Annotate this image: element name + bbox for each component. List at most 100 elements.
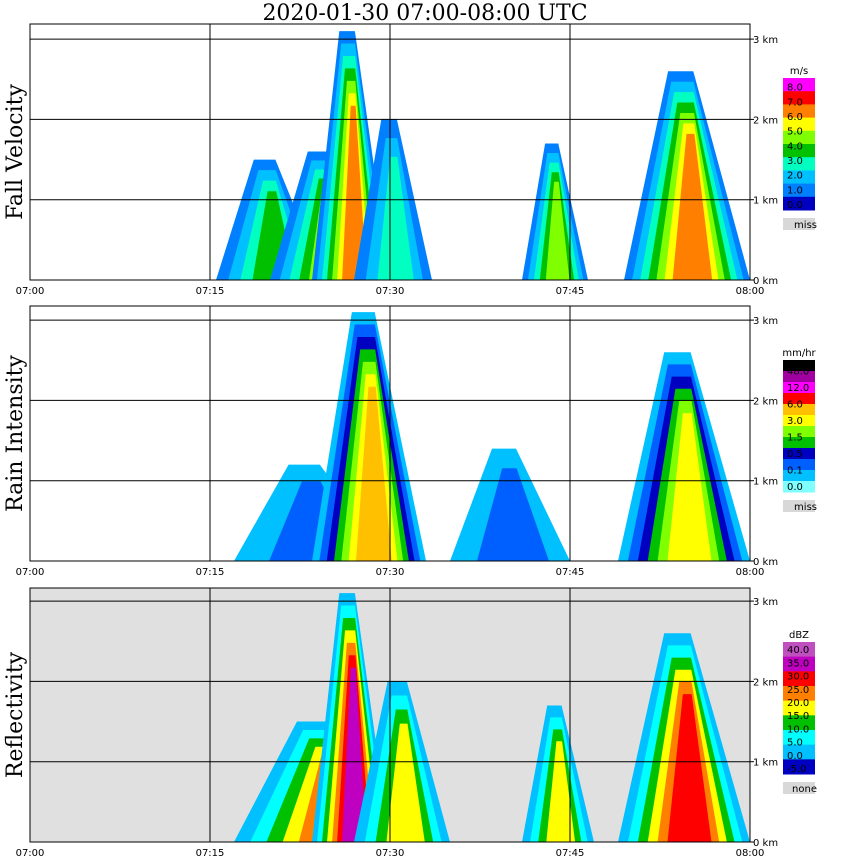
colorbar-swatch [783, 371, 815, 383]
x-tick-label: 08:00 [736, 567, 765, 578]
colorbar-missing-swatch [783, 218, 815, 230]
x-tick-label: 07:30 [376, 286, 405, 297]
colorbar-label: 20.0 [787, 698, 809, 709]
x-tick-label: 07:15 [196, 567, 225, 578]
colorbar-label: 35.0 [787, 658, 809, 669]
colorbar-swatch [783, 700, 815, 716]
x-tick-label: 07:00 [16, 286, 45, 297]
colorbar-label: 25.0 [787, 685, 809, 696]
colorbar-swatch [783, 91, 815, 105]
y-tick-label: 0 km [753, 838, 778, 849]
colorbar-label: 30.0 [787, 672, 809, 683]
colorbar-label: 0.0 [787, 200, 803, 211]
colorbar-swatch [783, 426, 815, 438]
colorbar-label: 0.5 [787, 449, 803, 460]
colorbar-swatch [783, 642, 815, 658]
y-tick-label: 2 km [753, 396, 778, 407]
x-tick-label: 07:45 [556, 567, 585, 578]
colorbar-label: 0.1 [787, 466, 803, 477]
plot-frame [29, 305, 751, 562]
x-tick-label: 07:15 [196, 286, 225, 297]
colorbar-swatch [783, 448, 815, 460]
colorbar-label: 3.0 [787, 156, 803, 167]
colorbar-label: 5.0 [787, 738, 803, 749]
colorbar-label: 15.0 [787, 711, 809, 722]
colorbar-label: 48.0 [787, 367, 809, 378]
y-tick-label: 2 km [753, 677, 778, 688]
colorbar-missing-label: none [792, 784, 817, 795]
colorbar-swatch [783, 715, 815, 731]
x-tick-label: 08:00 [736, 848, 765, 859]
colorbar-label: 1.5 [787, 433, 803, 444]
colorbar-swatch [783, 671, 815, 687]
colorbar-missing-label: miss [794, 502, 817, 513]
y-tick-label: 1 km [753, 196, 778, 207]
colorbar-label: 2.0 [787, 171, 803, 182]
colorbar-label: 1.0 [787, 185, 803, 196]
colorbar-swatch [783, 104, 815, 119]
x-tick-label: 08:00 [736, 286, 765, 297]
colorbar-swatch [783, 78, 815, 92]
panel-2: 07:00 07:15 07:30 07:45 08:000 km 1 km 2 km 3 k… [3, 305, 817, 578]
colorbar-swatch [783, 459, 815, 471]
colorbar-swatch [783, 470, 815, 482]
colorbar-swatch [783, 404, 815, 416]
y-tick-label: 1 km [753, 758, 778, 769]
colorbar-swatch [783, 437, 815, 449]
colorbar-label: 40.0 [787, 645, 809, 656]
colorbar-swatch [783, 144, 815, 158]
echo-2-layer-7 [342, 667, 367, 842]
colorbar-swatch [783, 744, 815, 760]
colorbar-swatch [783, 183, 815, 198]
x-tick-label: 07:45 [556, 286, 585, 297]
colorbar-label: 7.0 [787, 97, 803, 108]
colorbar-swatch [783, 656, 815, 672]
y-tick-label: 0 km [753, 557, 778, 568]
colorbar-label: 4.0 [787, 141, 803, 152]
colorbar-unit: m/s [790, 66, 808, 77]
echo-4-layer-6 [667, 413, 712, 561]
colorbar-label: 10.0 [787, 724, 809, 735]
y-tick-label: 2 km [753, 115, 778, 126]
colorbar-missing-swatch [783, 782, 815, 794]
colorbar-swatch [783, 196, 815, 211]
echo-5-layer-5 [545, 181, 570, 280]
y-axis-label: Rain Intensity [3, 354, 28, 511]
colorbar-label: 8.0 [787, 83, 803, 94]
colorbar-swatch [783, 730, 815, 746]
echo-3-layer-7 [342, 105, 367, 280]
colorbar-swatch [783, 686, 815, 702]
x-tick-label: 07:15 [196, 848, 225, 859]
colorbar-label: 3.0 [787, 416, 803, 427]
colorbar-label: 12.0 [787, 383, 809, 394]
colorbar-swatch [783, 117, 815, 132]
page-title: 2020-01-30 07:00-08:00 UTC [262, 1, 588, 26]
colorbar-label: 6.0 [787, 400, 803, 411]
colorbar-swatch [783, 415, 815, 427]
colorbar-label: -5.0 [787, 764, 807, 775]
y-tick-label: 1 km [753, 477, 778, 488]
echo-6-layer-7 [672, 133, 713, 280]
x-tick-label: 07:30 [376, 848, 405, 859]
colorbar-label: 5.0 [787, 127, 803, 138]
colorbar-unit: mm/hr [782, 348, 816, 359]
plot-frame [29, 23, 751, 281]
x-tick-label: 07:00 [16, 848, 45, 859]
echo-4-layer-4 [546, 741, 576, 842]
plot-frame [29, 587, 751, 843]
colorbar-swatch [783, 481, 815, 493]
echo-4-layer-3 [377, 156, 414, 280]
echo-5-layer-6 [667, 694, 712, 842]
panel-3: 07:00 07:15 07:30 07:45 08:000 km 1 km 2 km 3 k… [3, 587, 817, 859]
colorbar-missing-swatch [783, 500, 815, 512]
y-tick-label: 3 km [753, 316, 778, 327]
panel-1: 07:00 07:15 07:30 07:45 08:000 km 1 km 2 km 3 k… [3, 23, 817, 297]
colorbar-swatch [783, 382, 815, 394]
colorbar-label: 6.0 [787, 112, 803, 123]
y-axis-label: Fall Velocity [3, 84, 28, 220]
colorbar-label: 0.0 [787, 482, 803, 493]
y-tick-label: 0 km [753, 276, 778, 287]
colorbar-swatch [783, 759, 815, 775]
x-tick-label: 07:00 [16, 567, 45, 578]
colorbar-missing-label: miss [794, 220, 817, 231]
